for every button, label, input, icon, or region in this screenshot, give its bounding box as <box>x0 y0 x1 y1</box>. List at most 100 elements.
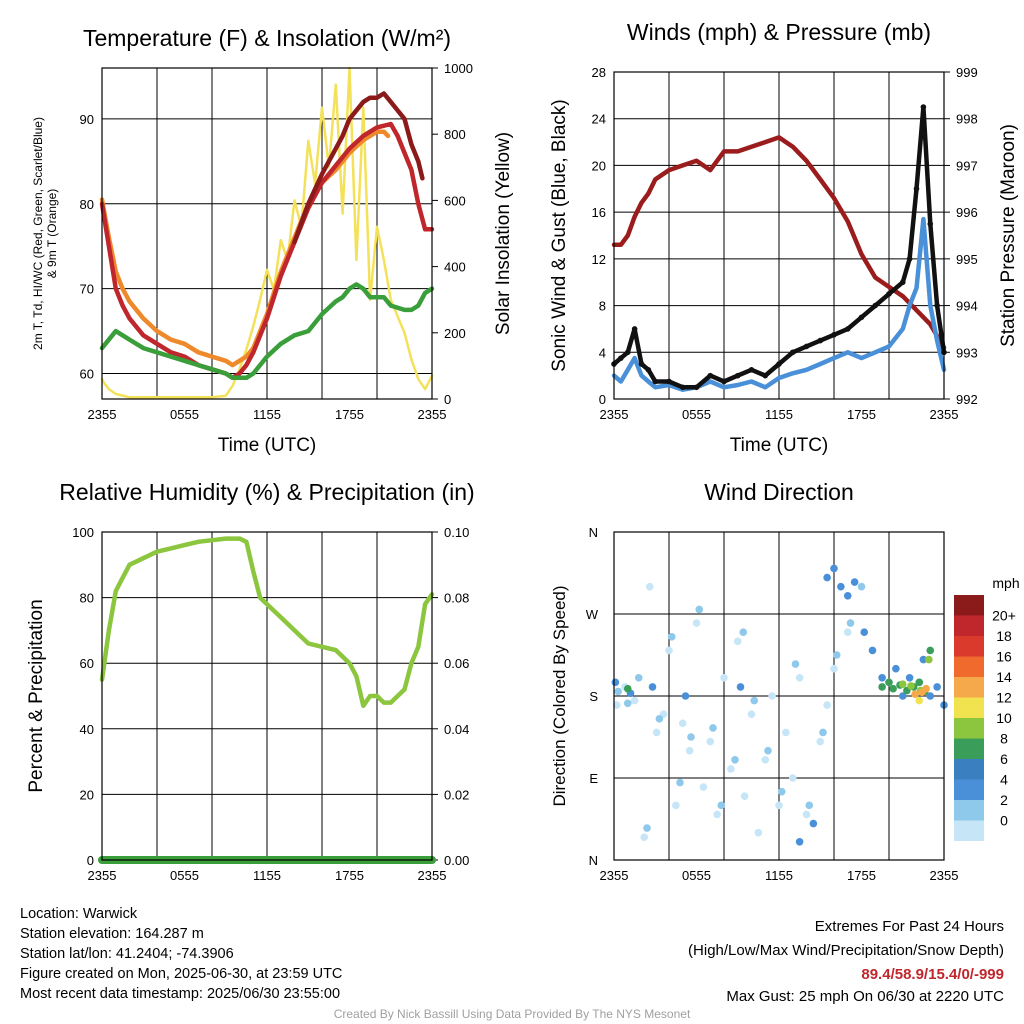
direction-point <box>692 619 701 627</box>
chart-title: Winds (mph) & Pressure (mb) <box>627 19 931 45</box>
y-right-tick-label: 0.04 <box>444 722 469 737</box>
direction-point <box>623 699 632 708</box>
direction-point <box>764 746 772 755</box>
direction-point <box>898 680 907 688</box>
y-right-axis-label: Station Pressure (Maroon) <box>998 124 1019 347</box>
extremes-title: Extremes For Past 24 Hours <box>814 918 1004 935</box>
y-tick-label: 0 <box>599 392 606 407</box>
y-right-tick-label: 994 <box>956 299 978 314</box>
direction-point <box>892 664 900 673</box>
gust-point <box>721 378 727 385</box>
direction-point <box>611 678 620 687</box>
extremes-values: 89.4/58.9/15.4/0/-999 <box>861 966 1004 983</box>
colorbar-swatch <box>954 615 984 636</box>
x-tick-label: 2355 <box>418 868 447 883</box>
gust-point <box>934 302 940 309</box>
gust-point <box>645 367 652 373</box>
series-line-0 <box>99 536 435 709</box>
gust-point <box>831 331 837 338</box>
x-tick-label: 1155 <box>253 868 281 883</box>
humidity-precipitation-chart: Relative Humidity (%) & Precipitation (i… <box>26 479 475 883</box>
colorbar-swatch <box>954 800 984 821</box>
direction-point <box>672 801 680 810</box>
direction-point <box>687 733 695 741</box>
direction-point <box>860 628 869 637</box>
direction-point <box>739 628 748 637</box>
direction-point <box>665 646 673 655</box>
y-right-tick-label: 800 <box>444 127 466 142</box>
plot-frame <box>613 71 945 400</box>
y-tick-label: 40 <box>80 722 94 737</box>
y-axis-label: Sonic Wind & Gust (Blue, Black) <box>549 99 570 371</box>
direction-point <box>823 701 831 709</box>
direction-point <box>648 683 657 691</box>
colorbar-label: 20+ <box>992 608 1016 624</box>
y-tick-label: S <box>589 689 598 704</box>
direction-point <box>655 714 664 723</box>
gust-point <box>844 326 851 332</box>
gust-point <box>734 372 741 379</box>
y-tick-label: 60 <box>80 367 94 382</box>
direction-point <box>907 682 915 690</box>
y-axis-label: Direction (Colored By Speed) <box>550 585 569 806</box>
direction-point <box>915 678 924 687</box>
y-tick-label: 20 <box>592 158 606 173</box>
y-right-tick-label: 992 <box>956 392 978 407</box>
direction-point <box>754 828 763 837</box>
colorbar-label: 0 <box>1000 813 1008 829</box>
gust-point <box>618 355 624 361</box>
extremes-subtitle: (High/Low/Max Wind/Precipitation/Snow De… <box>688 942 1004 959</box>
x-tick-label: 0555 <box>170 868 199 883</box>
x-tick-label: 1155 <box>765 868 793 883</box>
gust-point <box>652 378 659 385</box>
speed-colorbar: mph 0 2 4 6 8 10 12 14 16 18 20+ <box>954 575 1020 841</box>
y-right-tick-label: 993 <box>956 345 978 360</box>
direction-point <box>933 683 941 691</box>
direction-point <box>731 755 739 764</box>
direction-point <box>634 673 643 682</box>
series-line-0 <box>611 135 947 350</box>
direction-point <box>733 637 742 646</box>
direction-point <box>843 591 852 600</box>
gust-point <box>776 361 782 367</box>
chart-title: Relative Humidity (%) & Precipitation (i… <box>59 479 474 505</box>
direction-point <box>643 824 651 832</box>
direction-point <box>795 673 804 682</box>
direction-point <box>736 683 745 691</box>
direction-point <box>713 810 721 819</box>
direction-point <box>717 801 726 810</box>
gust-point <box>624 349 631 356</box>
colorbar-swatch <box>954 779 984 800</box>
direction-point <box>911 690 919 698</box>
direction-point <box>816 737 825 746</box>
colorbar-label: 6 <box>1000 751 1008 767</box>
direction-point <box>823 573 831 582</box>
direction-point <box>788 774 797 782</box>
gust-point <box>707 372 714 379</box>
y-tick-label: 8 <box>599 299 606 314</box>
gust-point <box>679 384 686 391</box>
colorbar-label: 18 <box>996 628 1012 644</box>
y-tick-label: N <box>589 525 598 540</box>
x-tick-label: 0555 <box>682 868 711 883</box>
colorbar-label: 4 <box>1000 772 1008 788</box>
direction-point <box>846 619 855 627</box>
gust-point <box>817 337 824 344</box>
y-right-tick-label: 998 <box>956 112 978 127</box>
x-tick-label: 0555 <box>170 407 199 422</box>
x-tick-label: 1755 <box>847 407 876 422</box>
direction-point <box>676 778 684 787</box>
colorbar-swatch <box>954 759 984 780</box>
direction-point <box>612 701 621 709</box>
y-tick-label: 4 <box>599 345 606 360</box>
x-tick-label: 0555 <box>682 407 711 422</box>
colorbar-label: 8 <box>1000 731 1008 747</box>
direction-point <box>614 687 622 696</box>
colorbar-swatch <box>954 636 984 657</box>
direction-point <box>775 801 783 810</box>
direction-point <box>750 696 759 705</box>
y-right-tick-label: 1000 <box>444 61 473 76</box>
direction-point <box>832 651 841 659</box>
